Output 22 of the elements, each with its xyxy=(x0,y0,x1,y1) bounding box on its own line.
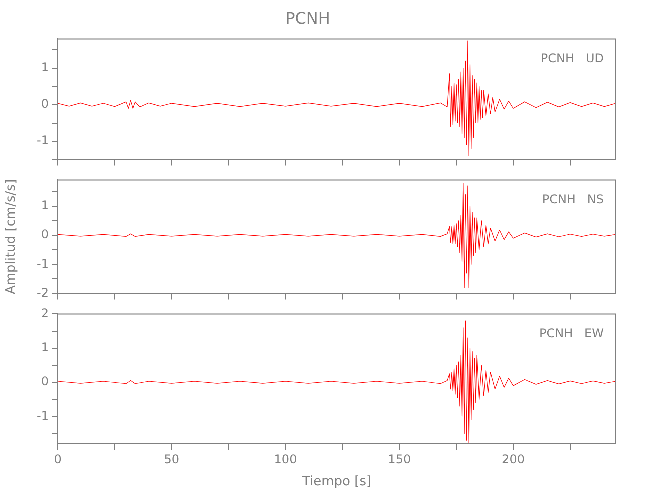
x-tick-label: 0 xyxy=(54,452,62,466)
text: PCNH EW xyxy=(539,326,604,340)
x-tick-label: 100 xyxy=(274,452,298,466)
y-tick-label: -1 xyxy=(37,134,49,148)
y-axis-title: Amplitud [cm/s/s] xyxy=(4,179,20,295)
y-tick-label: 0 xyxy=(41,97,49,112)
y-tick-label: -2 xyxy=(37,286,49,300)
y-tick-label: 1 xyxy=(41,60,49,75)
x-tick-label: 200 xyxy=(502,452,525,466)
y-tick-label: 0 xyxy=(41,374,49,389)
y-tick-label: -1 xyxy=(37,256,49,271)
x-tick-label: 150 xyxy=(388,452,412,466)
y-tick-label: 0 xyxy=(41,228,49,242)
y-tick-label: 2 xyxy=(41,306,49,320)
x-axis-title: Tiempo [s] xyxy=(301,474,372,490)
chart-title: PCNH xyxy=(286,8,330,28)
text: PCNH NS xyxy=(542,192,604,206)
y-tick-label: 1 xyxy=(41,198,49,213)
y-tick-label: -1 xyxy=(37,408,49,423)
text: PCNH UD xyxy=(540,51,604,66)
y-tick-label: 1 xyxy=(41,340,49,354)
x-tick-label: 50 xyxy=(164,452,180,466)
